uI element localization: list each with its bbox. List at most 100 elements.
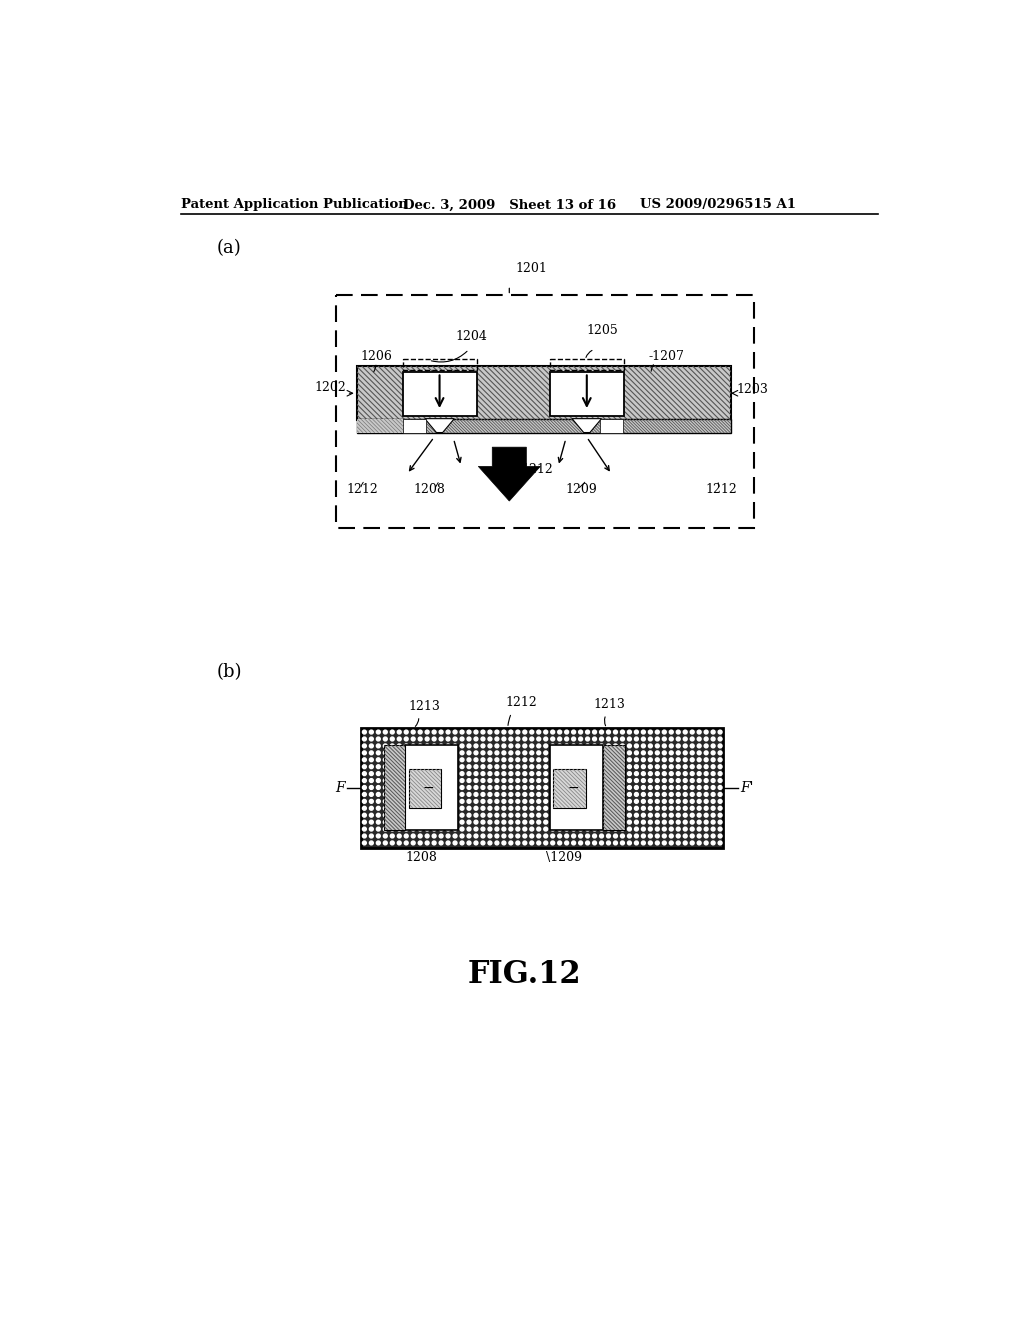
Circle shape	[502, 834, 506, 838]
Circle shape	[579, 800, 583, 804]
Circle shape	[377, 785, 380, 789]
Circle shape	[635, 834, 638, 838]
Circle shape	[446, 737, 450, 741]
Text: 1208: 1208	[406, 851, 437, 865]
Circle shape	[663, 730, 667, 734]
Circle shape	[544, 730, 548, 734]
Circle shape	[488, 758, 492, 762]
Circle shape	[571, 758, 575, 762]
Circle shape	[655, 800, 659, 804]
Polygon shape	[572, 418, 601, 433]
Circle shape	[712, 737, 715, 741]
Text: US 2009/0296515 A1: US 2009/0296515 A1	[640, 198, 796, 211]
Circle shape	[460, 807, 464, 810]
Circle shape	[663, 807, 667, 810]
Circle shape	[621, 841, 625, 845]
Text: 1203: 1203	[736, 383, 768, 396]
Circle shape	[495, 807, 499, 810]
Circle shape	[509, 730, 513, 734]
Circle shape	[418, 828, 422, 832]
Circle shape	[370, 792, 374, 796]
Circle shape	[718, 841, 722, 845]
Circle shape	[467, 800, 471, 804]
Circle shape	[453, 841, 457, 845]
Circle shape	[544, 744, 548, 748]
Bar	[356, 418, 731, 433]
Circle shape	[495, 764, 499, 768]
Circle shape	[593, 785, 597, 789]
Circle shape	[593, 764, 597, 768]
Circle shape	[495, 828, 499, 832]
Circle shape	[655, 779, 659, 783]
Circle shape	[697, 813, 701, 817]
Circle shape	[439, 772, 443, 776]
Circle shape	[495, 785, 499, 789]
Circle shape	[718, 751, 722, 755]
Circle shape	[648, 834, 652, 838]
Circle shape	[377, 820, 380, 824]
Circle shape	[383, 764, 387, 768]
Text: 1212: 1212	[506, 696, 538, 709]
Circle shape	[467, 751, 471, 755]
Circle shape	[613, 834, 617, 838]
Circle shape	[600, 800, 603, 804]
Circle shape	[641, 820, 645, 824]
Circle shape	[523, 751, 526, 755]
Circle shape	[663, 772, 667, 776]
Circle shape	[571, 792, 575, 796]
Circle shape	[670, 751, 673, 755]
Circle shape	[460, 841, 464, 845]
Circle shape	[390, 751, 394, 755]
Bar	[406, 744, 458, 830]
Circle shape	[613, 737, 617, 741]
Circle shape	[586, 785, 590, 789]
Circle shape	[418, 751, 422, 755]
Circle shape	[523, 764, 526, 768]
Circle shape	[606, 800, 610, 804]
Circle shape	[579, 730, 583, 734]
Circle shape	[544, 807, 548, 810]
Circle shape	[390, 820, 394, 824]
Circle shape	[635, 828, 638, 832]
Circle shape	[705, 758, 708, 762]
Circle shape	[537, 730, 541, 734]
Circle shape	[432, 785, 436, 789]
Circle shape	[439, 792, 443, 796]
Circle shape	[613, 841, 617, 845]
Circle shape	[481, 828, 485, 832]
Circle shape	[676, 751, 680, 755]
Circle shape	[523, 834, 526, 838]
Circle shape	[370, 841, 374, 845]
Circle shape	[502, 820, 506, 824]
Circle shape	[690, 751, 694, 755]
Circle shape	[523, 737, 526, 741]
Circle shape	[705, 841, 708, 845]
Bar	[603, 744, 625, 830]
Circle shape	[383, 785, 387, 789]
Circle shape	[551, 758, 555, 762]
Circle shape	[390, 792, 394, 796]
Bar	[550, 359, 624, 370]
Circle shape	[718, 772, 722, 776]
Circle shape	[648, 813, 652, 817]
Circle shape	[377, 834, 380, 838]
Circle shape	[690, 813, 694, 817]
Circle shape	[676, 800, 680, 804]
Circle shape	[718, 737, 722, 741]
Circle shape	[641, 751, 645, 755]
Circle shape	[509, 828, 513, 832]
Circle shape	[412, 800, 415, 804]
Circle shape	[460, 828, 464, 832]
Circle shape	[432, 772, 436, 776]
Circle shape	[628, 785, 632, 789]
Circle shape	[600, 751, 603, 755]
Circle shape	[383, 813, 387, 817]
Circle shape	[362, 800, 367, 804]
Circle shape	[544, 820, 548, 824]
Circle shape	[502, 792, 506, 796]
Circle shape	[474, 820, 478, 824]
Circle shape	[564, 834, 568, 838]
Circle shape	[516, 807, 520, 810]
Circle shape	[523, 744, 526, 748]
Circle shape	[558, 751, 561, 755]
